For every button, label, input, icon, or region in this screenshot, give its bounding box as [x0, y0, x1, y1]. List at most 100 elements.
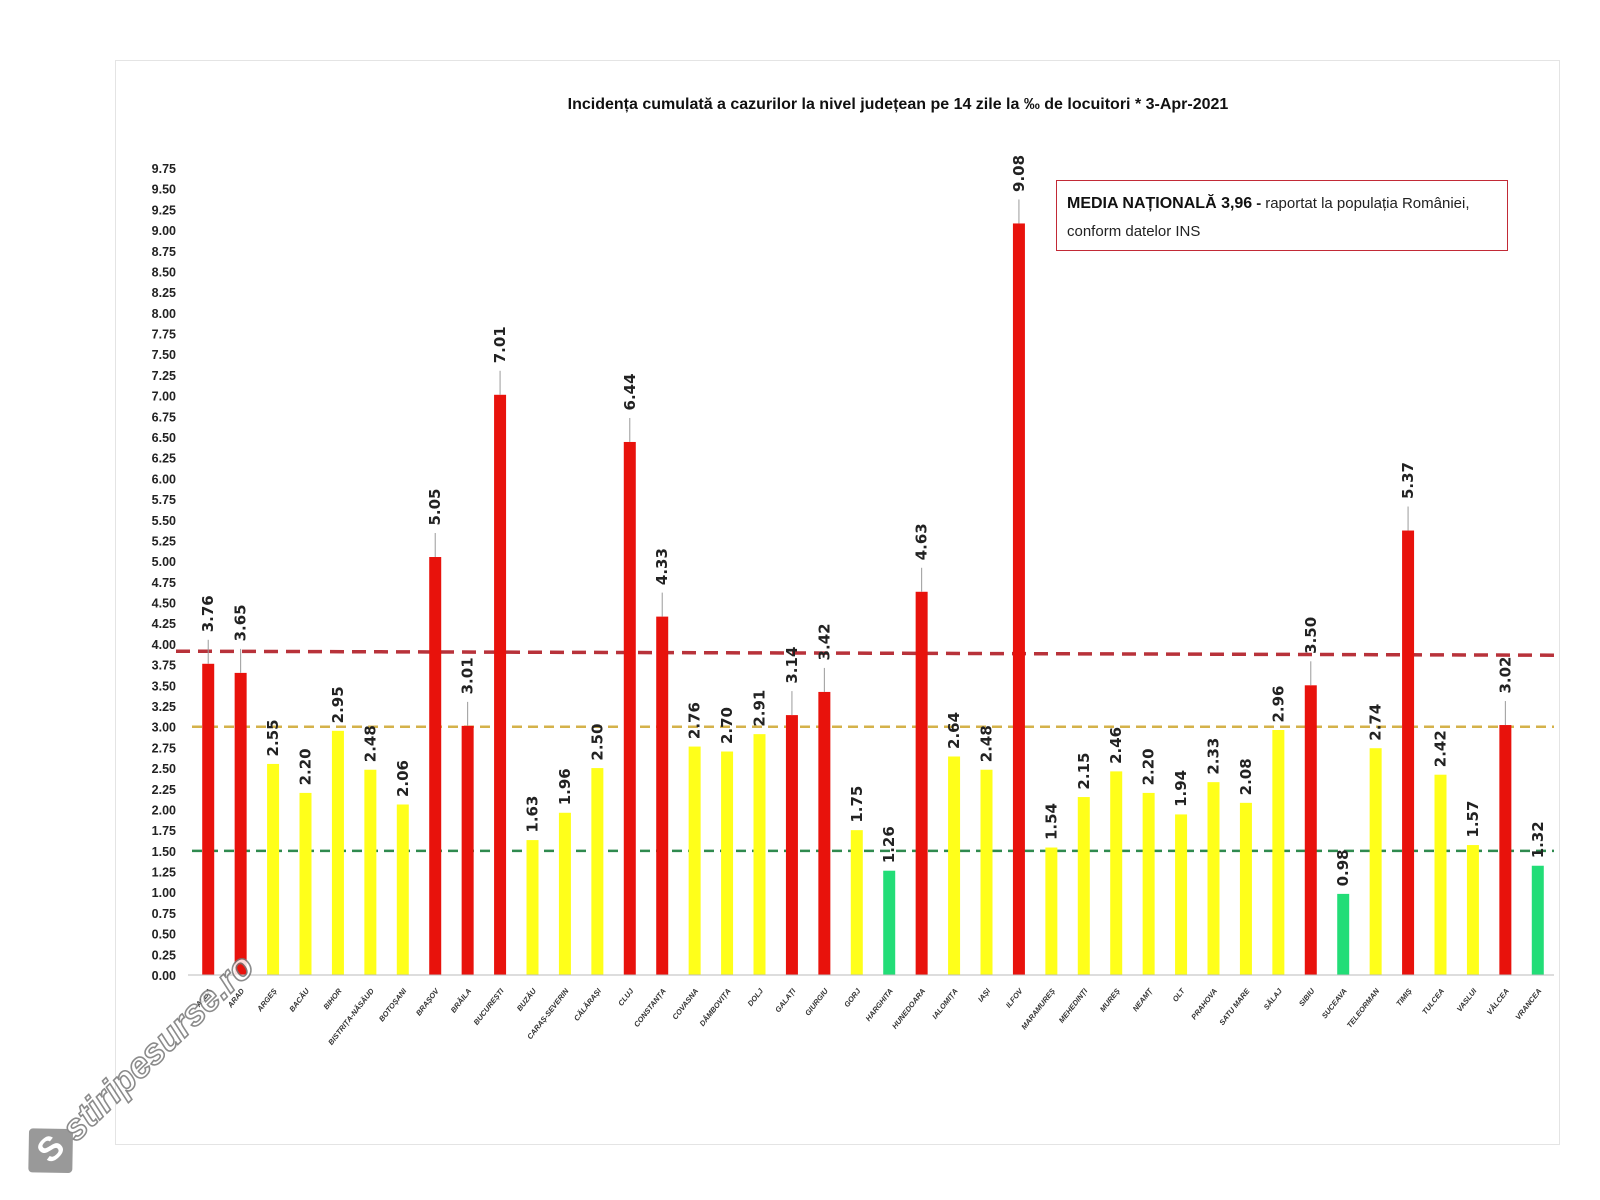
- bar-vâlcea: [1499, 725, 1512, 975]
- chart-title: Incidența cumulată a cazurilor la nivel …: [568, 96, 1229, 113]
- y-tick-label: 4.00: [152, 638, 176, 652]
- category-label: OLT: [1171, 986, 1188, 1004]
- y-tick-label: 3.50: [152, 679, 176, 693]
- bar-ilfov: [1012, 223, 1025, 975]
- bar-teleorman: [1369, 748, 1382, 975]
- bar-constanța: [656, 616, 669, 975]
- category-label: TELEORMAN: [1345, 986, 1382, 1029]
- category-label: BRAȘOV: [414, 986, 441, 1018]
- value-label: 3.02: [1496, 657, 1514, 694]
- bar-tulcea: [1434, 774, 1447, 975]
- y-tick-label: 1.75: [152, 824, 176, 838]
- value-label: 1.26: [880, 826, 898, 863]
- value-label: 2.20: [297, 748, 315, 785]
- category-label: VASLUI: [1455, 986, 1479, 1013]
- value-label: 1.94: [1172, 770, 1190, 807]
- value-label: 2.91: [751, 690, 769, 727]
- y-tick-label: 3.25: [152, 700, 176, 714]
- y-tick-label: 7.00: [152, 390, 176, 404]
- bar-olt: [1175, 814, 1188, 975]
- category-label: TULCEA: [1420, 987, 1446, 1017]
- value-label: 7.01: [491, 326, 509, 363]
- y-tick-label: 8.75: [152, 245, 176, 259]
- category-label: BUCUREȘTI: [472, 986, 507, 1027]
- y-tick-label: 8.25: [152, 286, 176, 300]
- y-tick-label: 0.00: [152, 969, 176, 983]
- category-label: CĂLĂRAȘI: [572, 986, 604, 1023]
- bar-maramureș: [1045, 847, 1058, 975]
- category-label: SĂLAJ: [1262, 986, 1285, 1012]
- value-label: 1.96: [556, 768, 574, 805]
- value-label: 2.76: [686, 702, 704, 739]
- value-label: 2.50: [588, 724, 606, 761]
- y-tick-label: 7.25: [152, 369, 176, 383]
- y-tick-label: 4.50: [152, 597, 176, 611]
- value-label: 2.55: [264, 719, 282, 756]
- bar-mureș: [1110, 771, 1123, 975]
- bar-covasna: [688, 746, 701, 975]
- bar-călărași: [591, 768, 604, 975]
- legend-text-1: raportat la populația României,: [1265, 195, 1470, 212]
- bar-alba: [202, 663, 215, 975]
- bar-arad: [234, 672, 247, 975]
- y-tick-label: 1.50: [152, 845, 176, 859]
- value-label: 2.95: [329, 686, 347, 723]
- bar-sibiu: [1304, 685, 1317, 975]
- category-label: BIHOR: [322, 986, 344, 1011]
- bar-iași: [980, 769, 993, 975]
- value-label: 2.15: [1075, 753, 1093, 790]
- value-label: 5.05: [426, 489, 444, 526]
- category-label: PRAHOVA: [1189, 987, 1219, 1022]
- value-label: 2.20: [1140, 748, 1158, 785]
- y-tick-label: 0.25: [152, 948, 176, 962]
- y-tick-label: 5.25: [152, 534, 176, 548]
- value-label: 9.08: [1010, 155, 1028, 192]
- category-label: COVASNA: [670, 987, 700, 1022]
- bar-argeș: [267, 763, 280, 975]
- y-tick-label: 1.00: [152, 886, 176, 900]
- y-tick-label: 4.25: [152, 617, 176, 631]
- bar-harghita: [883, 870, 896, 975]
- bar-bucurești: [494, 394, 507, 975]
- value-label: 4.33: [653, 548, 671, 585]
- value-label: 4.63: [913, 523, 931, 560]
- category-label: TIMIȘ: [1394, 987, 1413, 1008]
- y-tick-label: 6.25: [152, 452, 176, 466]
- category-label: IALOMIȚA: [930, 987, 959, 1021]
- legend-line-1: MEDIA NAȚIONALĂ 3,96- raportat la populaț…: [1067, 190, 1497, 218]
- reference-lines: [175, 649, 1555, 853]
- bar-cluj: [623, 441, 636, 975]
- category-label: BOTOȘANI: [377, 986, 409, 1023]
- value-label: 3.42: [815, 623, 833, 660]
- value-label: 2.96: [1269, 685, 1287, 722]
- watermark-text: stiripesurse.ro: [53, 945, 261, 1148]
- y-tick-label: 2.75: [152, 741, 176, 755]
- value-label: 3.50: [1302, 617, 1320, 654]
- value-label: 3.65: [232, 604, 250, 641]
- y-tick-label: 6.75: [152, 410, 176, 424]
- legend-line-2: conform datelor INS: [1067, 223, 1201, 240]
- y-tick-label: 8.50: [152, 265, 176, 279]
- category-label: GORJ: [842, 986, 863, 1009]
- y-tick-label: 9.25: [152, 203, 176, 217]
- value-label: 3.76: [199, 595, 217, 632]
- bar-gorj: [850, 830, 863, 975]
- category-label: VRANCEA: [1513, 987, 1543, 1022]
- bar-dâmbovița: [721, 751, 734, 975]
- value-label: 0.98: [1334, 849, 1352, 886]
- category-label: BRĂILA: [449, 987, 474, 1015]
- y-tick-label: 9.75: [152, 162, 176, 176]
- value-label: 2.06: [394, 760, 412, 797]
- category-label: HUNEDOARA: [890, 987, 927, 1031]
- y-tick-label: 5.75: [152, 493, 176, 507]
- y-tick-label: 3.75: [152, 659, 176, 673]
- category-label: MEHEDINȚI: [1057, 986, 1090, 1025]
- bar-neamț: [1142, 792, 1155, 975]
- category-label: GIURGIU: [803, 986, 830, 1017]
- bar-hunedoara: [915, 591, 928, 975]
- watermark-logo: S stiripesurse.ro: [28, 945, 263, 1174]
- category-label: HARGHITA: [864, 987, 895, 1023]
- value-label: 3.01: [459, 657, 477, 694]
- category-label: SUCEAVA: [1320, 987, 1349, 1021]
